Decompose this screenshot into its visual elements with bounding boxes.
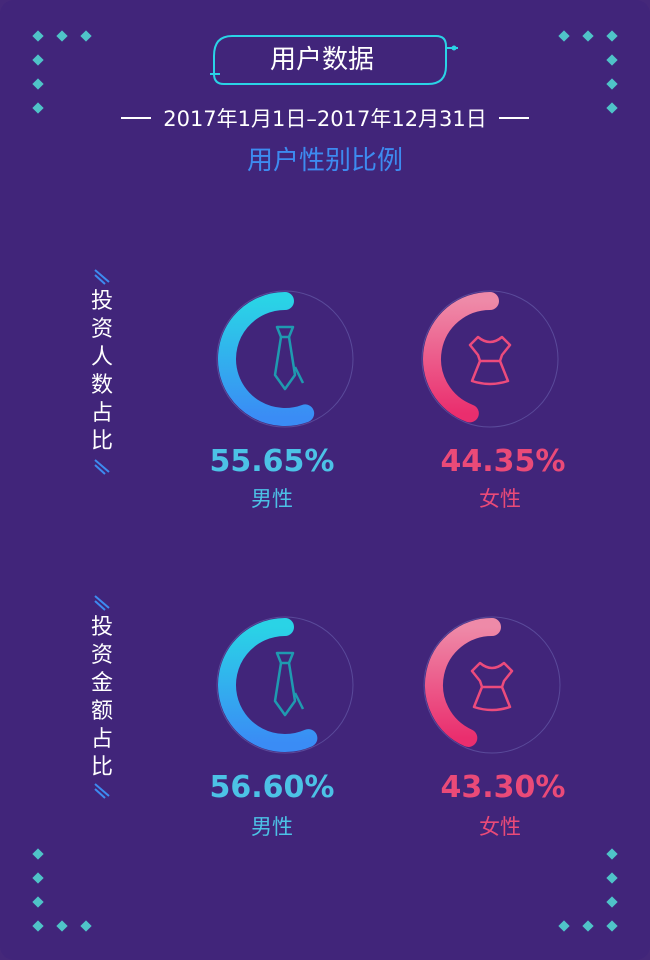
ring-track-male-count: [216, 290, 354, 428]
necktie-icon: [273, 651, 305, 717]
title-badge-text: 用户数据: [269, 45, 374, 75]
slash-decor: [94, 459, 110, 475]
category-label-male-amount: 男性: [251, 815, 293, 839]
ring-arc-male-count: [218, 292, 315, 426]
category-label-female-count: 女性: [479, 487, 521, 511]
category-label-female-amount: 女性: [479, 815, 521, 839]
value-label-female-count: 44.35%: [440, 444, 566, 479]
value-label-male-count: 55.65%: [209, 444, 335, 479]
category-label-male-count: 男性: [251, 487, 293, 511]
slash-decor: [94, 269, 110, 285]
section-label-amount: 投 资 金 额 占 比: [90, 615, 113, 780]
ring-track-female-amount: [423, 616, 561, 754]
ring-arc-female-count: [423, 292, 499, 423]
ring-arc-female-amount: [425, 618, 501, 747]
ring-track-female-count: [421, 290, 559, 428]
section-label-count: 投 资 人 数 占 比: [90, 289, 113, 454]
ring-arc-male-amount: [218, 618, 318, 752]
dash-left: [121, 117, 152, 119]
necktie-icon: [273, 325, 305, 391]
dash-right: [498, 117, 529, 119]
slash-decor: [94, 783, 110, 799]
title-badge: [210, 35, 458, 85]
ring-track-male-amount: [216, 616, 354, 754]
dress-icon: [470, 661, 514, 712]
date-range-text: 2017年1月1日–2017年12月31日: [163, 107, 487, 131]
value-label-male-amount: 56.60%: [209, 770, 335, 805]
slash-decor: [94, 595, 110, 611]
date-range: 2017年1月1日–2017年12月31日: [95, 101, 555, 135]
chart-title: 用户性别比例: [246, 146, 403, 176]
value-label-female-amount: 43.30%: [440, 770, 566, 805]
dress-icon: [468, 335, 512, 386]
